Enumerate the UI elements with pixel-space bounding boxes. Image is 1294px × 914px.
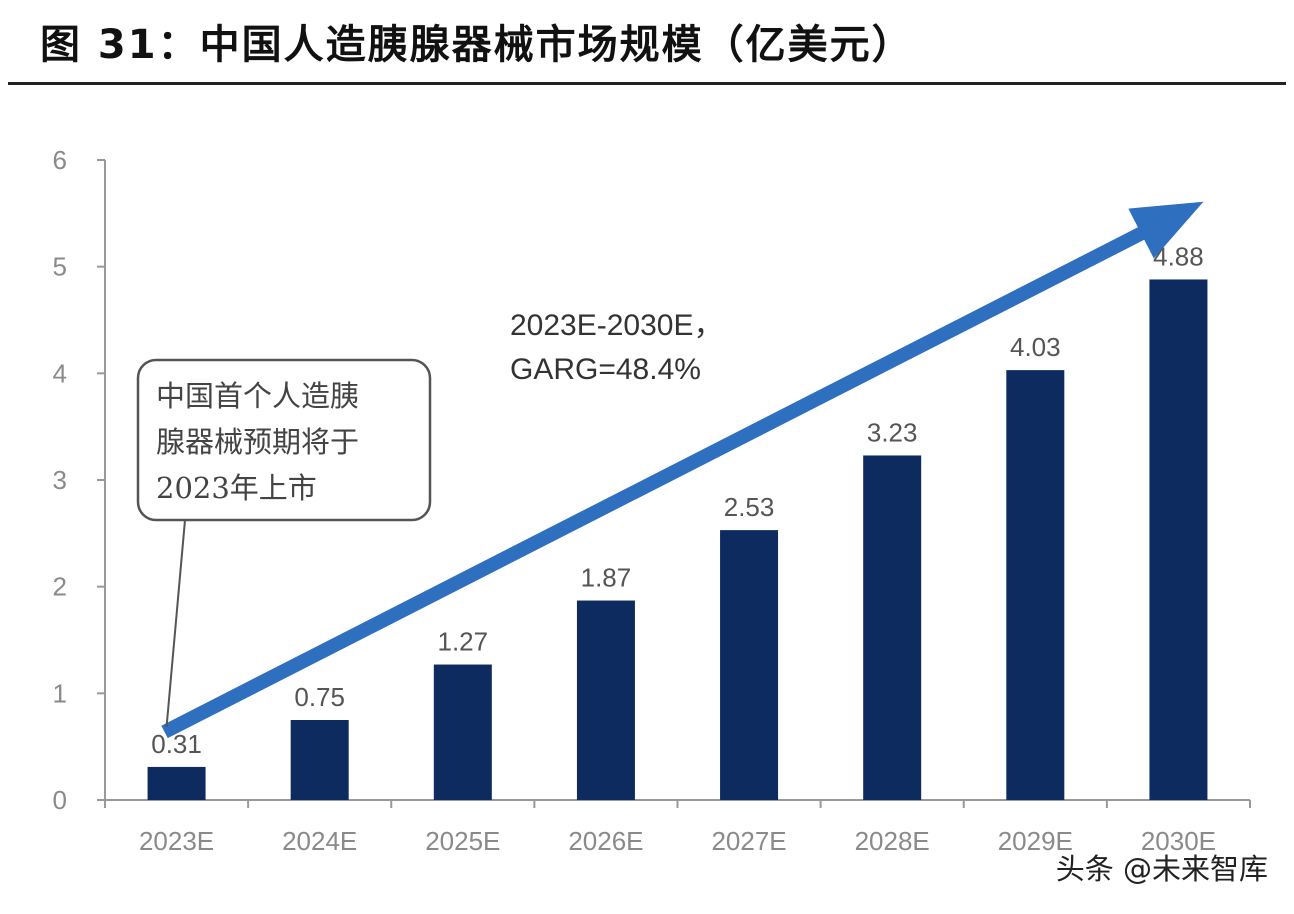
data-label: 4.03 [1010,332,1061,362]
x-tick-label: 2023E [139,826,214,856]
bar-2023E [147,766,206,800]
x-tick-label: 2025E [425,826,500,856]
title-rule [8,82,1286,85]
y-tick-label: 1 [53,678,67,708]
data-label: 0.31 [151,729,202,759]
watermark: 头条 @未来智库 [1055,852,1268,886]
y-tick-label: 3 [53,465,67,495]
y-tick-label: 0 [53,785,67,815]
data-label: 2.53 [724,492,775,522]
callout-pointer [165,519,186,728]
x-tick-label: 2024E [282,826,357,856]
bar-2024E [290,720,349,800]
x-tick-label: 2027E [711,826,786,856]
x-tick-label: 2026E [568,826,643,856]
bar-2028E [863,455,922,800]
bar-2026E [576,600,635,800]
bar-2025E [433,664,492,800]
data-label: 0.75 [294,682,345,712]
data-label: 1.27 [438,627,489,657]
callout-text: 2023年上市 [156,471,317,505]
callout-box [136,358,432,522]
x-tick-label: 2030E [1141,826,1216,856]
cagr-annotation: 2023E-2030E， [510,309,724,342]
data-label: 3.23 [867,417,918,447]
callout-text: 中国首个人造胰 [156,379,359,413]
cagr-annotation: GARG=48.4% [510,353,701,386]
y-tick-label: 5 [53,252,67,282]
y-tick-label: 2 [53,572,67,602]
y-tick-label: 6 [53,145,67,175]
callout-text: 腺器械预期将于 [156,425,359,459]
data-label: 1.87 [581,563,632,593]
bar-2027E [720,530,779,800]
y-tick-label: 4 [53,358,67,388]
figure-title: 图 31：中国人造胰腺器械市场规模（亿美元） [40,22,914,68]
trend-arrow [161,201,1204,739]
bar-2029E [1006,370,1065,800]
x-tick-label: 2029E [998,826,1073,856]
x-tick-label: 2028E [855,826,930,856]
data-label: 4.88 [1153,241,1204,271]
bar-2030E [1149,279,1208,800]
